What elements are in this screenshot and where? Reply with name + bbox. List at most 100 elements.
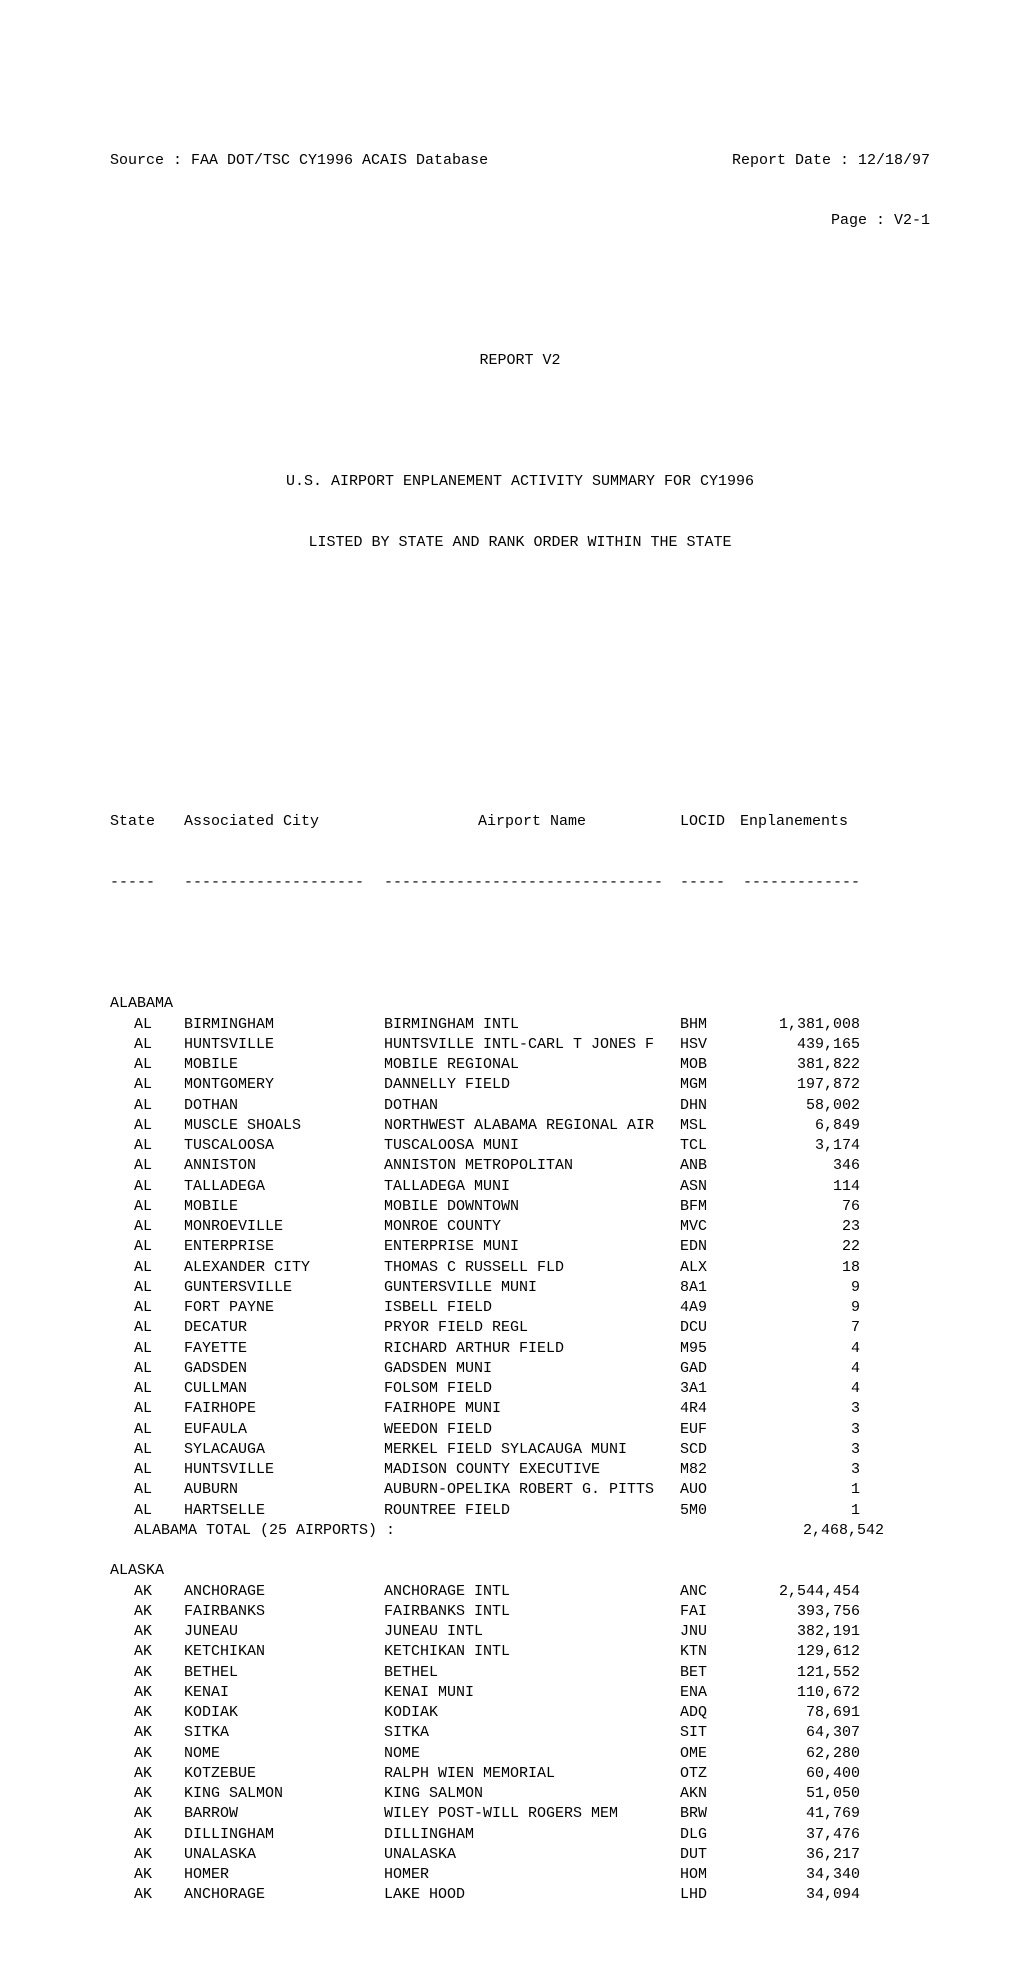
cell-enplanements: 9 [740,1298,860,1318]
cell-airport: HOMER [384,1865,680,1885]
cell-airport: JUNEAU INTL [384,1622,680,1642]
table-row: ALFAIRHOPEFAIRHOPE MUNI4R43 [110,1399,930,1419]
table-row: AKBARROWWILEY POST-WILL ROGERS MEMBRW41,… [110,1804,930,1824]
cell-state: AK [134,1663,184,1683]
cell-city: ENTERPRISE [184,1237,384,1257]
table-row: ALMUSCLE SHOALSNORTHWEST ALABAMA REGIONA… [110,1116,930,1136]
cell-enplanements: 64,307 [740,1723,860,1743]
cell-airport: MOBILE DOWNTOWN [384,1197,680,1217]
cell-enplanements: 2,544,454 [740,1582,860,1602]
cell-locid: DUT [680,1845,740,1865]
cell-airport: BETHEL [384,1663,680,1683]
cell-enplanements: 114 [740,1177,860,1197]
cell-state: AL [134,1278,184,1298]
col-airport: Airport Name [384,812,680,832]
cell-airport: AUBURN-OPELIKA ROBERT G. PITTS [384,1480,680,1500]
table-row: ALALEXANDER CITYTHOMAS C RUSSELL FLDALX1… [110,1258,930,1278]
cell-locid: LHD [680,1885,740,1905]
state-total-row: ALABAMA TOTAL (25 AIRPORTS) :2,468,542 [110,1521,930,1541]
cell-locid: 4R4 [680,1399,740,1419]
report-date-line: Report Date : 12/18/97 [732,151,930,171]
cell-airport: GADSDEN MUNI [384,1359,680,1379]
cell-enplanements: 3 [740,1399,860,1419]
cell-state: AL [134,1055,184,1075]
table-row: AKBETHELBETHELBET121,552 [110,1663,930,1683]
cell-state: AL [134,1156,184,1176]
cell-enplanements: 1 [740,1501,860,1521]
cell-locid: BHM [680,1015,740,1035]
page-line: Page : V2-1 [831,211,930,231]
cell-city: TUSCALOOSA [184,1136,384,1156]
table-row: ALHUNTSVILLEHUNTSVILLE INTL-CARL T JONES… [110,1035,930,1055]
cell-airport: UNALASKA [384,1845,680,1865]
cell-airport: NOME [384,1744,680,1764]
cell-state: AL [134,1035,184,1055]
cell-locid: MOB [680,1055,740,1075]
cell-airport: LAKE HOOD [384,1885,680,1905]
cell-enplanements: 439,165 [740,1035,860,1055]
cell-state: AK [134,1582,184,1602]
cell-enplanements: 4 [740,1339,860,1359]
cell-enplanements: 51,050 [740,1784,860,1804]
table-row: AKANCHORAGEANCHORAGE INTLANC2,544,454 [110,1582,930,1602]
cell-city: MONROEVILLE [184,1217,384,1237]
cell-city: FAIRBANKS [184,1602,384,1622]
cell-city: KODIAK [184,1703,384,1723]
cell-locid: BRW [680,1804,740,1824]
page-line-row: Page : V2-1 [110,211,930,231]
cell-state: AK [134,1602,184,1622]
cell-city: ANCHORAGE [184,1885,384,1905]
cell-enplanements: 78,691 [740,1703,860,1723]
table-row: ALHUNTSVILLEMADISON COUNTY EXECUTIVEM823 [110,1460,930,1480]
table-row: AKKOTZEBUERALPH WIEN MEMORIALOTZ60,400 [110,1764,930,1784]
table-row: ALGADSDENGADSDEN MUNIGAD4 [110,1359,930,1379]
report-id: REPORT V2 [110,351,930,371]
table-row: AKFAIRBANKSFAIRBANKS INTLFAI393,756 [110,1602,930,1622]
cell-state: AK [134,1764,184,1784]
cell-airport: KETCHIKAN INTL [384,1642,680,1662]
cell-locid: BFM [680,1197,740,1217]
cell-city: FAYETTE [184,1339,384,1359]
cell-airport: FOLSOM FIELD [384,1379,680,1399]
cell-city: HUNTSVILLE [184,1035,384,1055]
title-block: REPORT V2 U.S. AIRPORT ENPLANEMENT ACTIV… [110,310,930,594]
state-total-value: 2,468,542 [764,1521,884,1541]
table-row: ALFORT PAYNEISBELL FIELD4A99 [110,1298,930,1318]
cell-city: CULLMAN [184,1379,384,1399]
cell-enplanements: 76 [740,1197,860,1217]
cell-locid: DHN [680,1096,740,1116]
table-row: ALGUNTERSVILLEGUNTERSVILLE MUNI8A19 [110,1278,930,1298]
cell-airport: MADISON COUNTY EXECUTIVE [384,1460,680,1480]
column-underlines: ----- -------------------- -------------… [110,873,930,893]
table-row: AKHOMERHOMERHOM34,340 [110,1865,930,1885]
cell-state: AL [134,1298,184,1318]
cell-city: BETHEL [184,1663,384,1683]
cell-enplanements: 22 [740,1237,860,1257]
cell-city: KING SALMON [184,1784,384,1804]
data-table: ALABAMAALBIRMINGHAMBIRMINGHAM INTLBHM1,3… [110,994,930,1926]
cell-airport: GUNTERSVILLE MUNI [384,1278,680,1298]
cell-enplanements: 381,822 [740,1055,860,1075]
cell-state: AL [134,1197,184,1217]
cell-enplanements: 3 [740,1460,860,1480]
cell-enplanements: 4 [740,1379,860,1399]
cell-locid: KTN [680,1642,740,1662]
cell-enplanements: 393,756 [740,1602,860,1622]
cell-airport: NORTHWEST ALABAMA REGIONAL AIR [384,1116,680,1136]
table-row: ALBIRMINGHAMBIRMINGHAM INTLBHM1,381,008 [110,1015,930,1035]
cell-airport: ANNISTON METROPOLITAN [384,1156,680,1176]
cell-city: KETCHIKAN [184,1642,384,1662]
cell-state: AL [134,1136,184,1156]
cell-enplanements: 41,769 [740,1804,860,1824]
cell-state: AL [134,1501,184,1521]
cell-enplanements: 6,849 [740,1116,860,1136]
table-row: AKKODIAKKODIAKADQ78,691 [110,1703,930,1723]
cell-enplanements: 62,280 [740,1744,860,1764]
col-enplanements: Enplanements [740,812,860,832]
cell-state: AL [134,1015,184,1035]
cell-city: MONTGOMERY [184,1075,384,1095]
cell-airport: KODIAK [384,1703,680,1723]
cell-city: KOTZEBUE [184,1764,384,1784]
table-row: ALTALLADEGATALLADEGA MUNIASN114 [110,1177,930,1197]
cell-state: AL [134,1318,184,1338]
